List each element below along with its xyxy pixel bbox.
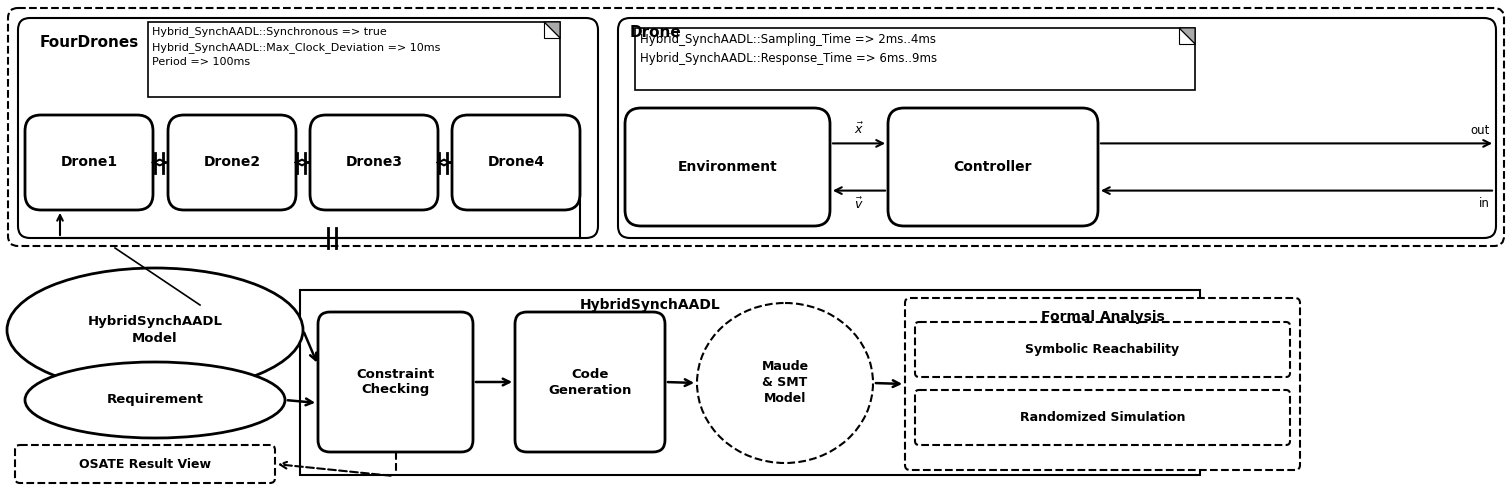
Text: Hybrid_SynchAADL::Synchronous => true
Hybrid_SynchAADL::Max_Clock_Deviation => 1: Hybrid_SynchAADL::Synchronous => true Hy… — [153, 26, 440, 67]
Polygon shape — [544, 22, 559, 38]
FancyBboxPatch shape — [15, 445, 275, 483]
Text: in: in — [1479, 197, 1489, 210]
Text: Requirement: Requirement — [106, 393, 204, 407]
Bar — [635, 28, 1194, 90]
Text: Drone2: Drone2 — [204, 156, 260, 169]
Text: Constraint
Checking: Constraint Checking — [357, 367, 434, 396]
Bar — [148, 22, 559, 97]
Text: Code
Generation: Code Generation — [549, 367, 632, 396]
FancyBboxPatch shape — [618, 18, 1495, 238]
Text: FourDrones: FourDrones — [39, 35, 139, 50]
FancyBboxPatch shape — [516, 312, 665, 452]
FancyBboxPatch shape — [452, 115, 581, 210]
Bar — [299, 290, 1201, 475]
Text: out: out — [1471, 124, 1489, 138]
Text: Drone4: Drone4 — [487, 156, 544, 169]
Ellipse shape — [697, 303, 872, 463]
Text: HybridSynchAADL
Model: HybridSynchAADL Model — [88, 316, 222, 345]
Polygon shape — [1179, 28, 1194, 44]
Polygon shape — [544, 22, 559, 38]
FancyBboxPatch shape — [906, 298, 1300, 470]
Polygon shape — [1179, 28, 1194, 44]
Text: Randomized Simulation: Randomized Simulation — [1019, 411, 1185, 424]
FancyBboxPatch shape — [888, 108, 1098, 226]
FancyBboxPatch shape — [18, 18, 599, 238]
FancyBboxPatch shape — [8, 8, 1504, 246]
Text: Drone1: Drone1 — [60, 156, 118, 169]
Text: $\vec{v}$: $\vec{v}$ — [854, 197, 863, 212]
FancyBboxPatch shape — [915, 390, 1290, 445]
Ellipse shape — [8, 268, 302, 392]
Text: Drone: Drone — [631, 25, 682, 40]
Text: Formal Analysis: Formal Analysis — [1040, 310, 1164, 324]
Ellipse shape — [26, 362, 284, 438]
Text: $\vec{x}$: $\vec{x}$ — [854, 122, 863, 138]
FancyBboxPatch shape — [310, 115, 438, 210]
Text: Symbolic Reachability: Symbolic Reachability — [1025, 343, 1179, 356]
FancyBboxPatch shape — [624, 108, 830, 226]
Text: Drone3: Drone3 — [346, 156, 402, 169]
FancyBboxPatch shape — [915, 322, 1290, 377]
Text: HybridSynchAADL: HybridSynchAADL — [579, 298, 720, 312]
Text: Hybrid_SynchAADL::Sampling_Time => 2ms..4ms
Hybrid_SynchAADL::Response_Time => 6: Hybrid_SynchAADL::Sampling_Time => 2ms..… — [640, 33, 937, 65]
Text: Maude
& SMT
Model: Maude & SMT Model — [762, 361, 809, 406]
Text: OSATE Result View: OSATE Result View — [79, 458, 212, 470]
Text: Environment: Environment — [677, 160, 777, 174]
FancyBboxPatch shape — [168, 115, 296, 210]
FancyBboxPatch shape — [318, 312, 473, 452]
Text: Controller: Controller — [954, 160, 1033, 174]
FancyBboxPatch shape — [26, 115, 153, 210]
